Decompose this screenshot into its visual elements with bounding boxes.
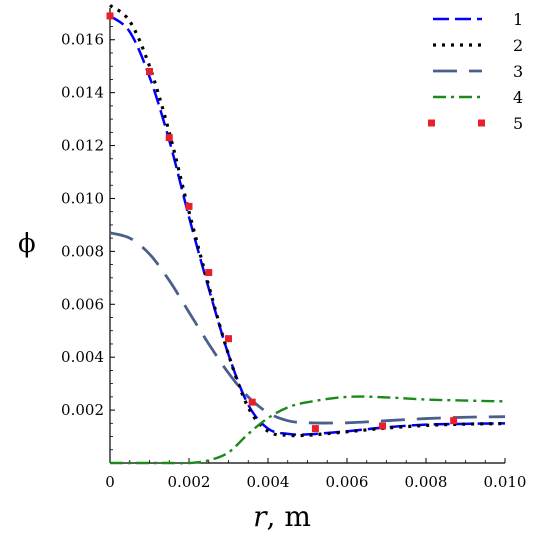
legend-label: 5 bbox=[513, 114, 523, 133]
legend-swatch bbox=[478, 119, 485, 127]
data-point bbox=[225, 335, 232, 343]
y-tick-label: 0.014 bbox=[61, 84, 104, 102]
legend-label: 3 bbox=[513, 62, 523, 81]
series-4 bbox=[110, 395, 506, 465]
y-tick-label: 0.016 bbox=[61, 31, 104, 49]
legend-item-3: 3 bbox=[433, 62, 523, 81]
y-tick-label: 0.002 bbox=[61, 401, 104, 419]
data-point bbox=[146, 67, 153, 75]
x-axis-label: r, m bbox=[253, 500, 311, 533]
legend-label: 1 bbox=[513, 10, 523, 29]
legend-item-5: 5 bbox=[428, 114, 523, 133]
series-line-3 bbox=[109, 231, 506, 425]
series-5 bbox=[106, 12, 458, 433]
data-point bbox=[379, 422, 387, 430]
legend-item-2: 2 bbox=[433, 36, 523, 55]
series-2 bbox=[108, 4, 506, 438]
x-tick-label: 0.002 bbox=[168, 473, 211, 491]
series-1 bbox=[109, 14, 506, 436]
data-point bbox=[205, 269, 213, 277]
data-point bbox=[165, 134, 173, 142]
data-point bbox=[450, 417, 458, 425]
legend-item-1: 1 bbox=[433, 10, 523, 29]
y-tick-label: 0.006 bbox=[61, 295, 104, 313]
y-tick-label: 0.012 bbox=[61, 137, 104, 155]
x-axis-label-var: r bbox=[253, 500, 268, 533]
data-point bbox=[311, 425, 319, 433]
series-3 bbox=[109, 231, 506, 425]
data-point bbox=[185, 202, 193, 210]
axes: 0 0.002 0.004 0.006 0.008 0.010 0.002 0.004 0.00… bbox=[61, 8, 526, 491]
legend-swatch bbox=[428, 119, 435, 127]
data-point bbox=[106, 12, 114, 20]
x-axis-label-unit: , m bbox=[267, 500, 311, 533]
series-line-2 bbox=[108, 4, 506, 438]
legend: 1 2 3 4 5 bbox=[428, 10, 523, 133]
series-line-4 bbox=[110, 395, 506, 465]
y-axis-label: ϕ bbox=[18, 229, 36, 259]
series-layer bbox=[106, 4, 506, 465]
x-tick-label: 0 bbox=[105, 473, 115, 491]
legend-label: 2 bbox=[513, 36, 523, 55]
x-tick-label: 0.008 bbox=[405, 473, 448, 491]
x-tick-label: 0.010 bbox=[484, 473, 527, 491]
data-point bbox=[248, 398, 256, 406]
legend-item-4: 4 bbox=[433, 88, 523, 107]
y-tick-label: 0.004 bbox=[61, 348, 104, 366]
legend-label: 4 bbox=[513, 88, 523, 107]
y-tick-label: 0.008 bbox=[61, 242, 104, 260]
x-tick-label: 0.004 bbox=[247, 473, 290, 491]
y-tick-label: 0.010 bbox=[61, 189, 104, 207]
series-line-1 bbox=[109, 14, 506, 436]
x-tick-label: 0.006 bbox=[326, 473, 369, 491]
